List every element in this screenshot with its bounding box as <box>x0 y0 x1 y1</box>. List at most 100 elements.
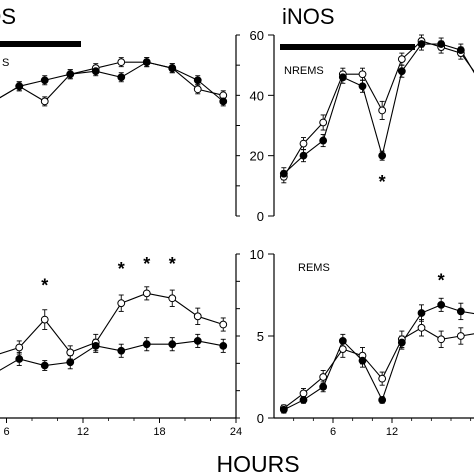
data-point-filled <box>193 337 202 345</box>
panel-annotation: S <box>2 57 9 69</box>
x-tick-label: 12 <box>77 426 89 438</box>
data-point-filled <box>279 405 288 414</box>
data-point-open <box>358 70 367 79</box>
data-point-filled <box>168 340 177 349</box>
data-point-filled <box>437 300 446 309</box>
data-point-filled <box>338 337 347 345</box>
data-point-open <box>40 97 49 106</box>
x-axis-label: HOURS <box>216 451 299 474</box>
data-point-open <box>338 345 347 354</box>
data-point-filled <box>279 169 288 178</box>
data-point-open <box>319 373 328 381</box>
series-line-filled <box>0 340 224 371</box>
data-point-filled <box>338 73 347 82</box>
x-tick-label: 12 <box>386 426 398 438</box>
data-point-filled <box>319 136 328 145</box>
panel-top-right: 0 20 40 60 iNOS NREMS * <box>250 4 474 224</box>
data-point-open <box>193 85 202 94</box>
data-point-open <box>456 332 465 340</box>
data-point-filled <box>142 340 151 349</box>
data-point-open <box>193 312 202 321</box>
y-tick-label: 0 <box>257 411 264 426</box>
data-point-filled <box>378 396 387 404</box>
data-point-filled <box>456 46 465 54</box>
data-point-filled <box>437 40 446 48</box>
series-line-filled <box>0 61 224 102</box>
x-tick-label: 6 <box>330 426 336 438</box>
data-point-filled <box>193 76 202 85</box>
panel-title: OS <box>0 4 16 29</box>
data-point-filled <box>15 355 24 363</box>
data-point-filled <box>15 82 24 91</box>
y-tick-label: 0 <box>257 209 264 224</box>
y-tick-label: 10 <box>250 247 264 262</box>
x-tick-label: 18 <box>153 426 165 438</box>
series-line-open <box>283 40 474 178</box>
data-point-open <box>378 374 387 383</box>
series-line-open <box>0 61 224 103</box>
series-line-filled <box>283 43 474 175</box>
data-point-open <box>437 335 446 344</box>
y-tick-label: 60 <box>250 28 264 43</box>
plot-area <box>279 34 474 184</box>
data-point-filled <box>456 307 465 316</box>
data-point-filled <box>397 67 406 76</box>
data-point-open <box>299 139 308 148</box>
significance-asterisk: * <box>169 254 176 274</box>
data-point-filled <box>66 70 75 79</box>
series-line-open <box>283 327 474 409</box>
plot-area <box>279 297 474 414</box>
data-point-filled <box>117 346 126 355</box>
data-point-open <box>40 315 49 324</box>
data-point-filled <box>40 76 49 85</box>
significance-asterisk: * <box>143 254 150 274</box>
data-point-filled <box>91 341 100 350</box>
data-point-open <box>142 289 151 298</box>
data-point-filled <box>219 97 228 106</box>
data-point-open <box>417 323 426 332</box>
data-point-open <box>397 55 406 64</box>
panel-bottom-left: 6 12 18 24 * * * * <box>0 253 242 438</box>
data-point-open <box>299 389 308 398</box>
data-point-filled <box>66 358 75 367</box>
panel-top-left: OS S <box>0 4 240 217</box>
plot-area <box>0 286 228 371</box>
data-point-filled <box>219 341 228 350</box>
y-tick-label: 5 <box>257 329 264 344</box>
data-point-filled <box>378 151 387 160</box>
y-tick-label: 40 <box>250 88 264 103</box>
data-point-filled <box>40 361 49 370</box>
x-tick-label: 24 <box>230 426 242 438</box>
series-line-filled <box>283 304 474 411</box>
data-point-open <box>319 118 328 127</box>
panel-annotation: NREMS <box>284 65 324 77</box>
data-point-open <box>219 320 228 329</box>
data-point-filled <box>142 58 151 67</box>
significance-asterisk: * <box>379 172 386 192</box>
significance-asterisk: * <box>438 271 445 291</box>
data-point-filled <box>358 82 367 91</box>
significance-asterisk: * <box>118 259 125 279</box>
data-point-filled <box>417 40 426 48</box>
panel-bottom-right: 6 12 0 5 10 REMS * <box>250 247 474 438</box>
panel-annotation: REMS <box>298 262 330 274</box>
data-point-filled <box>319 382 328 391</box>
data-point-filled <box>91 67 100 76</box>
data-point-open <box>378 106 387 115</box>
y-tick-label: 20 <box>250 149 264 164</box>
data-point-filled <box>358 356 367 365</box>
data-point-open <box>168 294 177 303</box>
data-point-filled <box>168 64 177 73</box>
data-point-filled <box>299 151 308 160</box>
series-line-open <box>0 292 224 355</box>
data-point-filled <box>417 309 426 317</box>
data-point-filled <box>299 396 308 404</box>
data-point-open <box>117 299 126 308</box>
plot-area <box>0 57 228 107</box>
data-point-filled <box>117 73 126 82</box>
significance-asterisk: * <box>41 276 48 296</box>
x-tick-label: 6 <box>3 426 9 438</box>
data-point-filled <box>397 338 406 347</box>
panel-title: iNOS <box>282 4 335 29</box>
